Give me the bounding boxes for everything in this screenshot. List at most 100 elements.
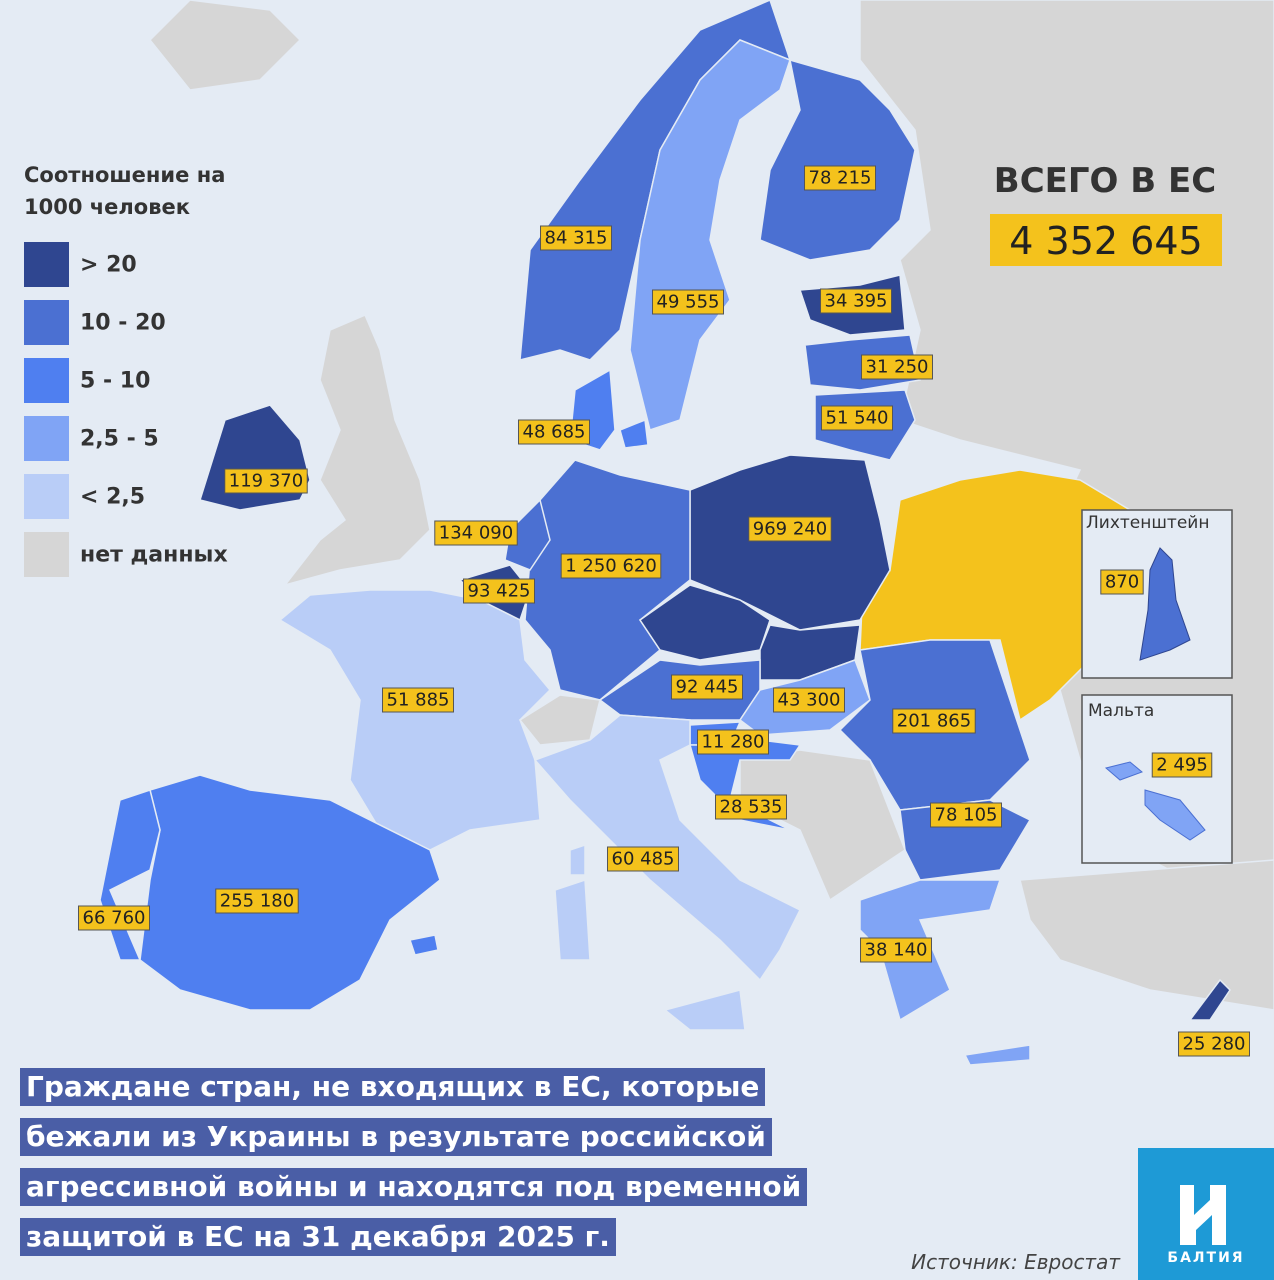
legend-title: 1000 человек (24, 195, 190, 219)
liechtenstein (1139, 547, 1191, 661)
country-label: 66 760 (83, 908, 146, 929)
inset-frame (1081, 694, 1233, 864)
cyprus (1188, 978, 1231, 1021)
country-label: 92 445 (676, 677, 739, 698)
legend-label: < 2,5 (80, 485, 145, 510)
sweden (629, 39, 791, 431)
label-box (697, 729, 769, 755)
netherlands (504, 498, 551, 571)
country-label: 43 300 (778, 690, 841, 711)
label-box (1151, 752, 1213, 778)
legend-label: нет данных (80, 543, 228, 568)
country-label: 2 495 (1156, 755, 1208, 776)
country-label: 93 425 (468, 581, 531, 602)
logo-text: БАЛТИЯ (1167, 1250, 1244, 1266)
legend-label: > 20 (80, 253, 137, 278)
country-label: 78 215 (809, 168, 872, 189)
country-label: 51 540 (826, 408, 889, 429)
inset-title: Мальта (1088, 701, 1154, 721)
country-label: 51 885 (387, 690, 450, 711)
label-box (518, 419, 590, 445)
legend-label: 2,5 - 5 (80, 427, 159, 452)
insets (1081, 509, 1233, 864)
label-box (1100, 569, 1144, 595)
legend-swatch (24, 532, 69, 577)
country-label: 84 315 (545, 228, 608, 249)
turkey (1019, 859, 1274, 1011)
legend-swatch (24, 416, 69, 461)
label-box (820, 288, 892, 314)
finland (759, 58, 916, 261)
label-box (382, 687, 454, 713)
caption-line: защитой в ЕС на 31 декабря 2025 г. (20, 1218, 616, 1256)
country-label: 870 (1105, 572, 1139, 593)
country-label: 25 280 (1183, 1034, 1246, 1055)
malta (1104, 761, 1206, 841)
caption-line: агрессивной войны и находятся под времен… (20, 1168, 808, 1206)
label-box (607, 846, 679, 872)
label-box (434, 520, 518, 546)
switzerland (518, 694, 601, 746)
inset-title: Лихтенштейн (1086, 513, 1209, 533)
label-box (804, 165, 876, 191)
czechia (638, 584, 771, 661)
country-label: 11 280 (702, 732, 765, 753)
legend-title: Соотношение на (24, 163, 225, 187)
logo-glyph (1180, 1185, 1226, 1245)
total-value: 4 352 645 (1009, 219, 1202, 263)
italy (533, 714, 802, 1031)
label-box (78, 905, 150, 931)
label-box (892, 708, 976, 734)
ireland (199, 404, 311, 511)
label-box (671, 674, 743, 700)
country-label: 38 140 (865, 940, 928, 961)
legend-swatch (24, 300, 69, 345)
slovakia (759, 624, 861, 681)
country-label: 255 180 (220, 891, 294, 912)
country-label: 60 485 (612, 849, 675, 870)
legend-swatch (24, 474, 69, 519)
caption-line: бежали из Украины в результате российско… (20, 1118, 772, 1156)
logo: БАЛТИЯ (1138, 1148, 1274, 1280)
label-box (540, 225, 612, 251)
label-box (773, 687, 845, 713)
uk (283, 314, 431, 587)
country-label: 34 395 (825, 291, 888, 312)
country-labels: 78 215 84 315 49 555 34 395 31 250 51 540 48 6… (78, 165, 1250, 1057)
total-title: ВСЕГО В ЕС (994, 161, 1216, 201)
country-label: 49 555 (657, 292, 720, 313)
label-box (1178, 1031, 1250, 1057)
poland (689, 454, 891, 631)
label-box (560, 553, 662, 579)
france (278, 589, 552, 851)
country-label: 134 090 (439, 523, 513, 544)
country-label: 119 370 (229, 471, 303, 492)
legend-swatch (24, 242, 69, 287)
label-box (861, 354, 933, 380)
label-box (224, 468, 308, 494)
label-box (215, 888, 299, 914)
legend: Соотношение на 1000 человек > 20 10 - 20 5 -… (24, 163, 228, 577)
label-box (748, 516, 832, 542)
country-label: 969 240 (753, 519, 827, 540)
caption-line: Граждане стран, не входящих в ЕС, которы… (20, 1068, 766, 1106)
legend-label: 10 - 20 (80, 311, 166, 336)
country-label: 78 105 (935, 805, 998, 826)
country-label: 28 535 (720, 797, 783, 818)
label-box (930, 802, 1002, 828)
label-box (860, 937, 932, 963)
total-box (990, 214, 1222, 266)
greece (859, 879, 1031, 1066)
label-box (821, 405, 893, 431)
label-box (715, 794, 787, 820)
country-label: 201 865 (897, 711, 971, 732)
country-label: 48 685 (523, 422, 586, 443)
iceland (148, 0, 302, 91)
label-box (652, 289, 724, 315)
legend-swatch (24, 358, 69, 403)
country-label: 1 250 620 (565, 556, 657, 577)
legend-label: 5 - 10 (80, 369, 150, 394)
label-box (463, 578, 535, 604)
